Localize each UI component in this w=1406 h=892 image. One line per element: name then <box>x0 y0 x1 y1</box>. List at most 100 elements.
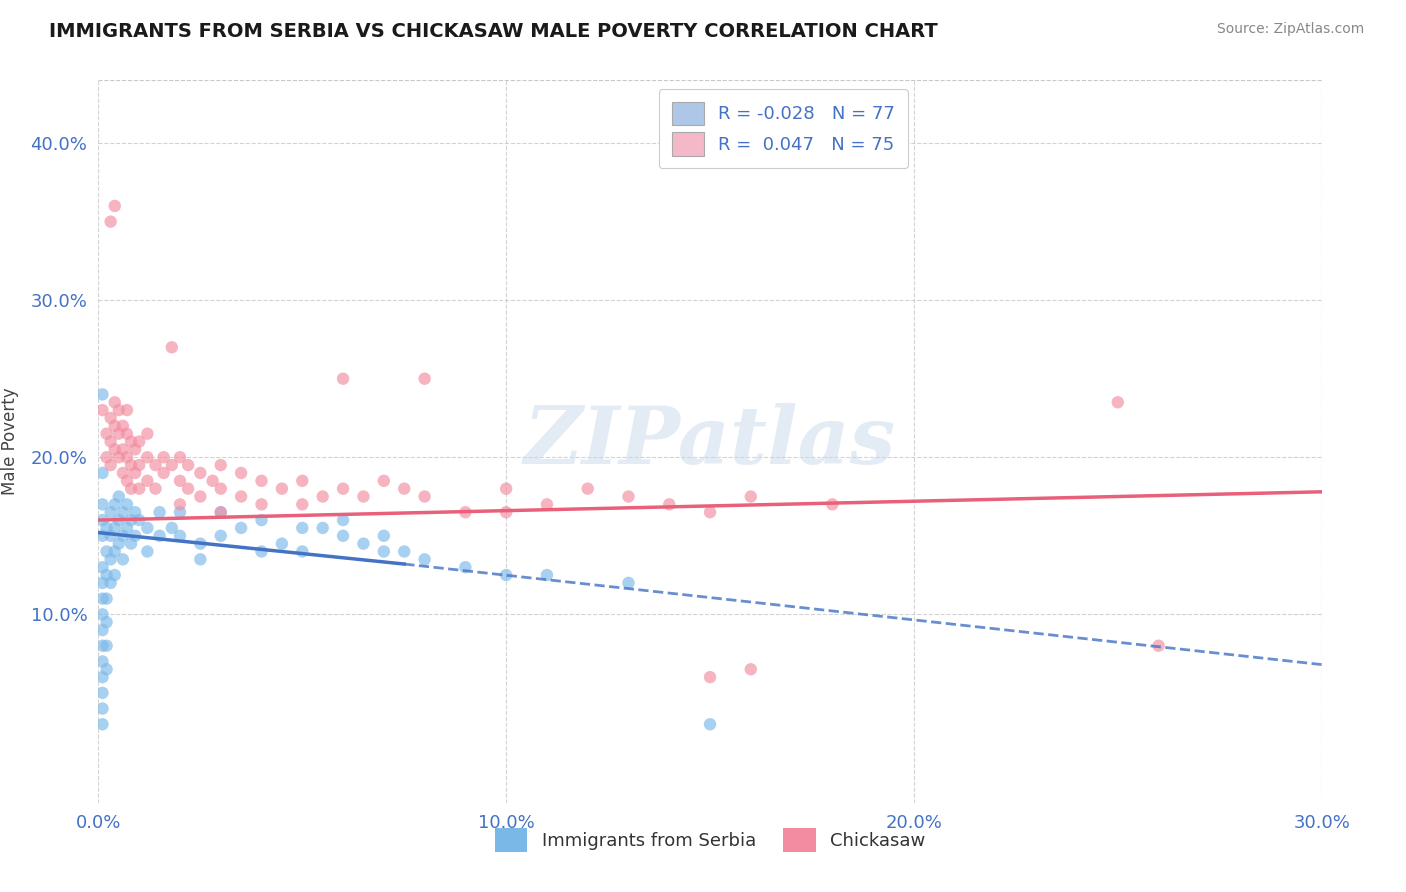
Point <box>177 482 200 496</box>
Text: IMMIGRANTS FROM SERBIA VS CHICKASAW MALE POVERTY CORRELATION CHART: IMMIGRANTS FROM SERBIA VS CHICKASAW MALE… <box>49 22 938 41</box>
Point <box>96 544 118 558</box>
Point <box>108 426 131 441</box>
Point <box>231 521 253 535</box>
Point <box>108 450 131 465</box>
Point <box>312 521 335 535</box>
Point <box>188 466 212 480</box>
Point <box>100 214 122 228</box>
Point <box>96 591 118 606</box>
Point <box>312 490 335 504</box>
Point <box>740 490 762 504</box>
Point <box>250 544 273 558</box>
Point <box>108 403 131 417</box>
Point <box>188 536 212 550</box>
Point <box>495 568 517 582</box>
Legend: Immigrants from Serbia, Chickasaw: Immigrants from Serbia, Chickasaw <box>488 822 932 859</box>
Point <box>120 536 142 550</box>
Point <box>91 607 114 622</box>
Point <box>104 521 127 535</box>
Point <box>617 490 640 504</box>
Point <box>100 575 122 590</box>
Point <box>120 434 142 449</box>
Point <box>169 529 191 543</box>
Point <box>413 490 436 504</box>
Point <box>136 450 159 465</box>
Point <box>128 434 150 449</box>
Point <box>136 474 159 488</box>
Point <box>91 387 114 401</box>
Point <box>209 505 232 519</box>
Point <box>291 497 314 511</box>
Point <box>392 544 416 558</box>
Point <box>96 450 118 465</box>
Point <box>454 505 477 519</box>
Point <box>495 505 517 519</box>
Point <box>91 591 114 606</box>
Point <box>128 458 150 472</box>
Point <box>209 458 232 472</box>
Point <box>100 529 122 543</box>
Point <box>413 372 436 386</box>
Point <box>160 521 183 535</box>
Point <box>291 474 314 488</box>
Point <box>332 372 354 386</box>
Point <box>740 662 762 676</box>
Point <box>332 513 354 527</box>
Point <box>120 513 142 527</box>
Point <box>699 505 721 519</box>
Point <box>231 466 253 480</box>
Point <box>91 575 114 590</box>
Point <box>699 717 721 731</box>
Point <box>352 490 374 504</box>
Text: Source: ZipAtlas.com: Source: ZipAtlas.com <box>1216 22 1364 37</box>
Point <box>91 513 114 527</box>
Point <box>91 670 114 684</box>
Point <box>332 482 354 496</box>
Point <box>291 521 314 535</box>
Point <box>100 552 122 566</box>
Point <box>91 497 114 511</box>
Point <box>100 434 122 449</box>
Point <box>111 442 134 457</box>
Point <box>124 442 146 457</box>
Point <box>658 497 681 511</box>
Point <box>149 529 172 543</box>
Point <box>124 505 146 519</box>
Point <box>115 403 138 417</box>
Point <box>108 490 131 504</box>
Point <box>100 411 122 425</box>
Point <box>209 529 232 543</box>
Point <box>111 529 134 543</box>
Point <box>111 418 134 433</box>
Point <box>91 701 114 715</box>
Point <box>111 466 134 480</box>
Text: ZIPatlas: ZIPatlas <box>524 403 896 480</box>
Point <box>821 497 844 511</box>
Point <box>1147 639 1170 653</box>
Point <box>250 497 273 511</box>
Point <box>115 521 138 535</box>
Point <box>104 568 127 582</box>
Point <box>120 458 142 472</box>
Point <box>201 474 224 488</box>
Point <box>96 662 118 676</box>
Point <box>576 482 599 496</box>
Point <box>96 521 118 535</box>
Point <box>91 717 114 731</box>
Point <box>91 529 114 543</box>
Point <box>145 458 167 472</box>
Point <box>124 529 146 543</box>
Point <box>291 544 314 558</box>
Point <box>104 544 127 558</box>
Point <box>373 544 395 558</box>
Point <box>209 505 232 519</box>
Point <box>413 552 436 566</box>
Point <box>100 458 122 472</box>
Point <box>128 482 150 496</box>
Point <box>91 639 114 653</box>
Point <box>115 450 138 465</box>
Point <box>352 536 374 550</box>
Point <box>250 513 273 527</box>
Point <box>373 474 395 488</box>
Point <box>270 482 294 496</box>
